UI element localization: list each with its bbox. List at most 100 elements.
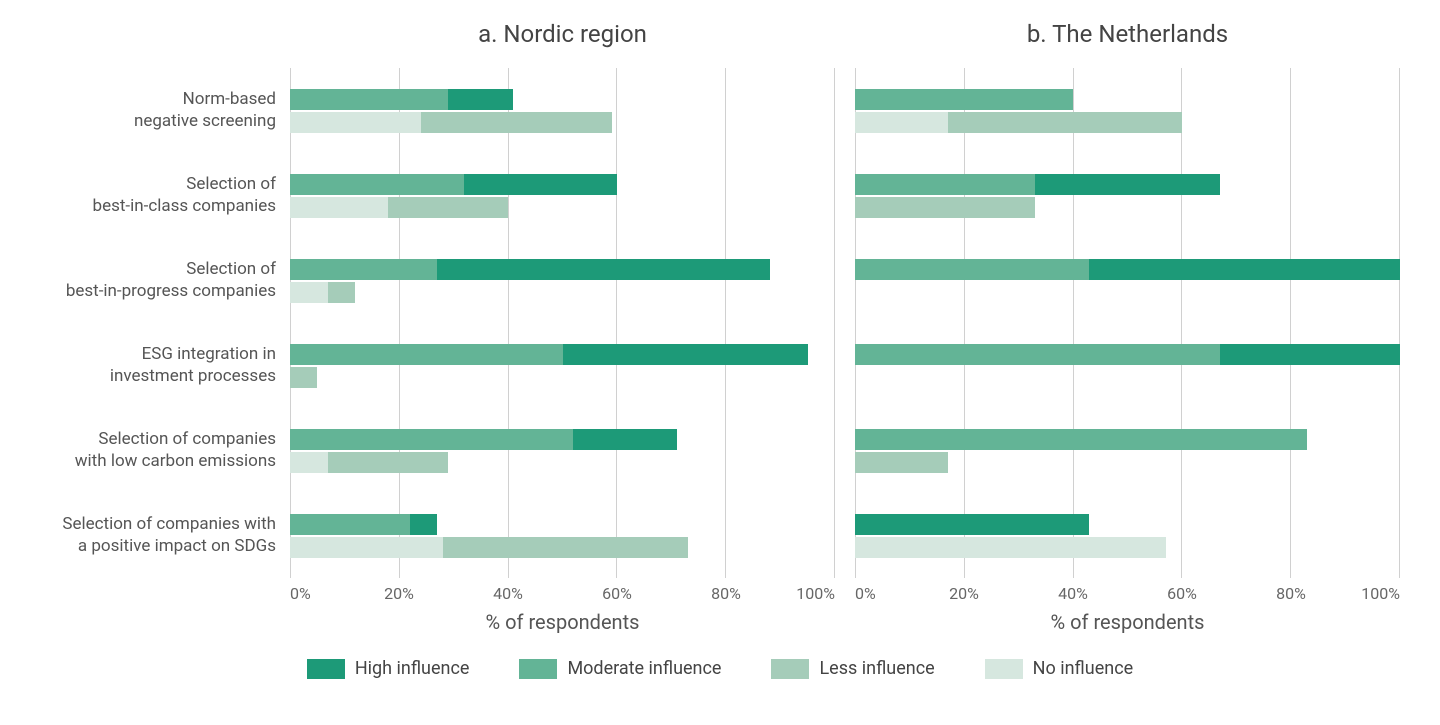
panel-title-b: b. The Netherlands <box>855 20 1400 48</box>
bar-segment-high <box>464 174 617 195</box>
bar-segment-none <box>290 537 443 558</box>
bars-pair <box>855 514 1400 558</box>
bar-segment-less <box>443 537 688 558</box>
axis-row: 0%20%40%60%80%100% % of respondents 0%20… <box>40 584 1400 634</box>
paired-bar-chart: a. Nordic region b. The Netherlands Norm… <box>40 20 1400 679</box>
legend-item-high: High influence <box>307 658 470 679</box>
stacked-bar-top <box>290 344 835 365</box>
panel-cell-nordic <box>290 68 835 153</box>
panel-cell-nordic <box>290 323 835 408</box>
stacked-bar-top <box>855 259 1400 280</box>
legend-item-none: No influence <box>985 658 1134 679</box>
legend-item-less: Less influence <box>771 658 934 679</box>
x-tick: 0% <box>855 584 876 603</box>
x-tick: 80% <box>711 584 741 603</box>
legend-label-less: Less influence <box>819 658 934 679</box>
bar-segment-high <box>437 259 769 280</box>
bar-segment-none <box>290 197 388 218</box>
bar-segment-high <box>573 429 677 450</box>
bar-segment-moderate <box>855 344 1220 365</box>
xlabel-b: % of respondents <box>855 610 1400 634</box>
x-tick: 20% <box>384 584 414 603</box>
x-tick: 60% <box>602 584 632 603</box>
data-row: ESG integration ininvestment processes <box>40 323 1400 408</box>
bar-segment-less <box>328 282 355 303</box>
legend: High influence Moderate influence Less inf… <box>40 658 1400 679</box>
bars-pair <box>290 344 835 388</box>
bar-segment-moderate <box>290 89 448 110</box>
bar-segment-high <box>563 344 808 365</box>
row-label: Selection ofbest-in-class companies <box>40 174 290 217</box>
stacked-bar-top <box>855 89 1400 110</box>
bars-pair <box>290 514 835 558</box>
stacked-bar-top <box>290 89 835 110</box>
data-row: Selection of companieswith low carbon em… <box>40 408 1400 493</box>
stacked-bar-bottom <box>290 452 835 473</box>
bar-segment-moderate <box>290 259 437 280</box>
stacked-bar-top <box>855 174 1400 195</box>
stacked-bar-bottom <box>290 197 835 218</box>
panel-cell-netherlands <box>855 68 1400 153</box>
stacked-bar-bottom <box>855 112 1400 133</box>
panel-cell-nordic <box>290 408 835 493</box>
bars-pair <box>855 259 1400 303</box>
stacked-bar-bottom <box>290 367 835 388</box>
bar-segment-none <box>290 282 328 303</box>
bar-segment-moderate <box>290 514 410 535</box>
data-row: Selection ofbest-in-progress companies <box>40 238 1400 323</box>
bar-segment-high <box>448 89 513 110</box>
legend-label-moderate: Moderate influence <box>567 658 721 679</box>
legend-label-high: High influence <box>355 658 470 679</box>
data-row: Selection ofbest-in-class companies <box>40 153 1400 238</box>
legend-swatch-high <box>307 659 345 679</box>
bars-pair <box>855 89 1400 133</box>
bar-segment-high <box>1220 344 1400 365</box>
bar-segment-less <box>421 112 612 133</box>
bar-segment-less <box>948 112 1182 133</box>
panel-cell-nordic <box>290 238 835 323</box>
panel-cell-nordic <box>290 493 835 578</box>
legend-label-none: No influence <box>1033 658 1134 679</box>
bar-segment-none <box>290 452 328 473</box>
bar-segment-none <box>855 537 1166 558</box>
bar-segment-none <box>855 112 948 133</box>
labels-spacer <box>40 20 290 48</box>
panel-cell-netherlands <box>855 323 1400 408</box>
row-label: Norm-basednegative screening <box>40 89 290 132</box>
x-tick: 40% <box>493 584 523 603</box>
bars-pair <box>290 259 835 303</box>
stacked-bar-bottom <box>855 282 1400 303</box>
bar-segment-less <box>290 367 317 388</box>
axis-cell-b: 0%20%40%60%80%100% % of respondents <box>855 584 1400 634</box>
stacked-bar-top <box>290 259 835 280</box>
legend-item-moderate: Moderate influence <box>519 658 721 679</box>
legend-swatch-less <box>771 659 809 679</box>
panel-cell-netherlands <box>855 153 1400 238</box>
bar-segment-less <box>855 197 1035 218</box>
bars-pair <box>855 174 1400 218</box>
panel-title-a: a. Nordic region <box>290 20 835 48</box>
bar-segment-less <box>388 197 508 218</box>
bar-segment-moderate <box>290 344 563 365</box>
stacked-bar-bottom <box>290 282 835 303</box>
stacked-bar-top <box>855 514 1400 535</box>
stacked-bar-top <box>290 429 835 450</box>
row-label: Selection of companies witha positive im… <box>40 514 290 557</box>
bar-segment-moderate <box>855 429 1307 450</box>
bars-pair <box>855 344 1400 388</box>
bar-segment-none <box>290 112 421 133</box>
bar-segment-high <box>855 514 1089 535</box>
panel-cell-nordic <box>290 153 835 238</box>
row-label: Selection of companieswith low carbon em… <box>40 429 290 472</box>
panel-titles-row: a. Nordic region b. The Netherlands <box>40 20 1400 48</box>
bar-segment-less <box>855 452 948 473</box>
bars-pair <box>855 429 1400 473</box>
bar-segment-moderate <box>855 89 1073 110</box>
stacked-bar-top <box>290 174 835 195</box>
stacked-bar-top <box>290 514 835 535</box>
bars-pair <box>290 89 835 133</box>
bar-segment-less <box>328 452 448 473</box>
x-tick: 40% <box>1058 584 1088 603</box>
stacked-bar-bottom <box>855 197 1400 218</box>
bar-segment-moderate <box>855 174 1035 195</box>
